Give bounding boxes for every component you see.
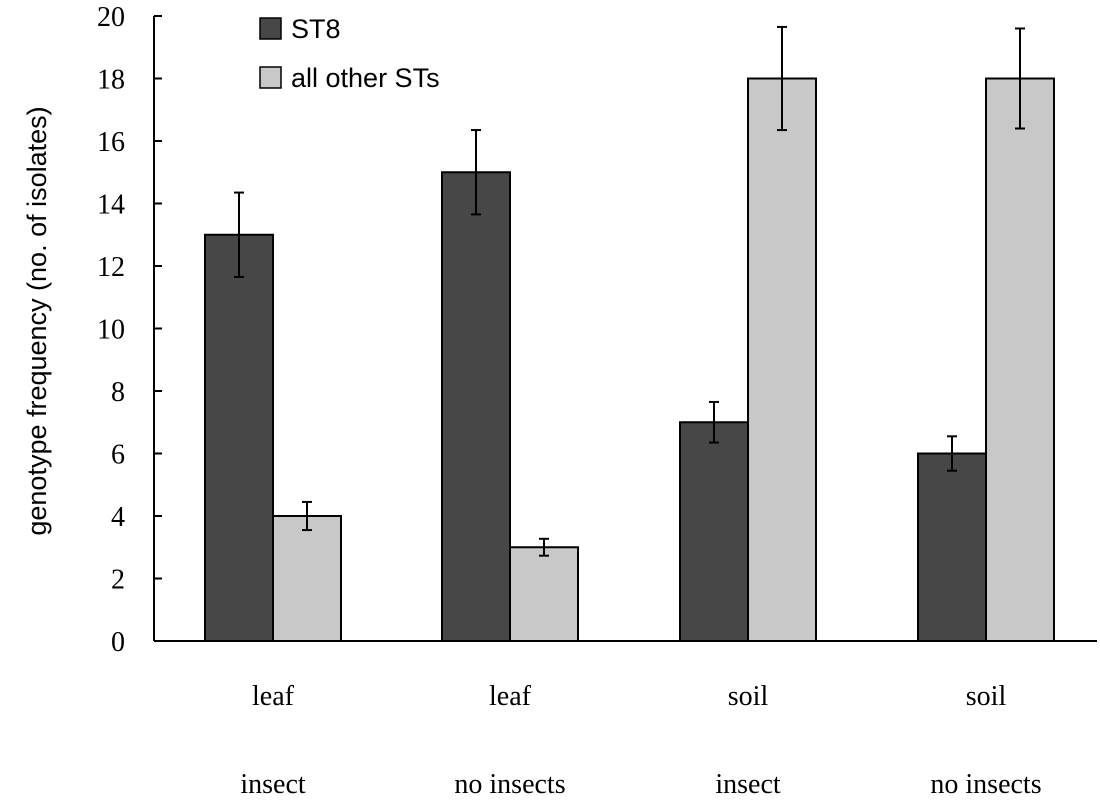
bar-all-other-sts-2 (747, 77, 817, 642)
axes: 0 2 4 6 8 10 12 14 16 18 20 leaf insect leaf no insect… (97, 2, 1097, 800)
bar-all-other-sts-1 (509, 546, 579, 642)
legend-label: all other STs (291, 63, 440, 93)
bar-st8-3 (917, 452, 987, 642)
legend: ST8 all other STs (259, 14, 440, 93)
y-tick-label: 14 (97, 190, 125, 221)
bar-st8-2 (679, 421, 749, 642)
x-category-label: leaf (252, 681, 295, 712)
y-tick-label: 16 (97, 127, 125, 158)
legend-swatch-st8 (259, 17, 282, 40)
x-category-label: no insects (454, 769, 565, 800)
y-tick-label: 8 (111, 377, 125, 408)
x-category-label: insect (240, 769, 306, 800)
y-tick-label: 12 (97, 252, 125, 283)
bar-all-other-sts-3 (985, 77, 1055, 642)
legend-swatch-all-other-sts (259, 66, 282, 89)
x-category-label: insect (715, 769, 781, 800)
y-tick-label: 2 (111, 565, 125, 596)
y-tick-label: 6 (111, 440, 125, 471)
x-category-label: soil (728, 681, 769, 712)
bars (204, 77, 1055, 642)
legend-label: ST8 (291, 14, 341, 44)
y-tick-label: 10 (97, 315, 125, 346)
bar-st8-1 (441, 171, 511, 642)
y-axis-label: genotype frequency (no. of isolates) (22, 106, 52, 535)
x-category-label: soil (966, 681, 1007, 712)
y-tick-label: 20 (97, 2, 125, 33)
y-tick-label: 18 (97, 65, 125, 96)
x-category-label: no insects (930, 769, 1041, 800)
y-tick-label: 0 (111, 627, 125, 658)
error-bars (234, 25, 1025, 557)
bar-st8-0 (204, 233, 274, 642)
x-category-label: leaf (489, 681, 532, 712)
bar-all-other-sts-0 (272, 515, 342, 642)
y-tick-label: 4 (111, 502, 125, 533)
